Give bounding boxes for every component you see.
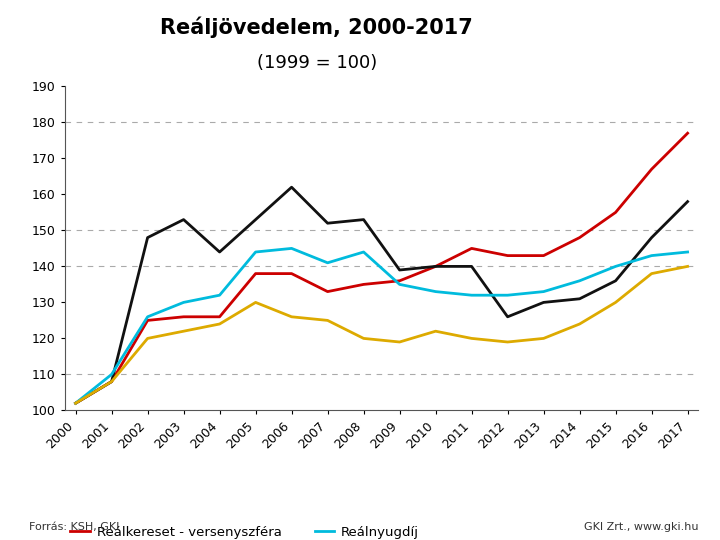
Text: Reáljövedelem, 2000-2017: Reáljövedelem, 2000-2017 xyxy=(161,16,473,38)
Text: Forrás: KSH, GKI: Forrás: KSH, GKI xyxy=(29,522,120,532)
Text: GKI Zrt., www.gki.hu: GKI Zrt., www.gki.hu xyxy=(584,522,698,532)
Legend: Reálkereset - versenyszféra, Reálkereset - közszféra, Reálnyugdíj, Reáljövedelem: Reálkereset - versenyszféra, Reálkereset… xyxy=(65,521,444,540)
Text: (1999 = 100): (1999 = 100) xyxy=(256,54,377,72)
